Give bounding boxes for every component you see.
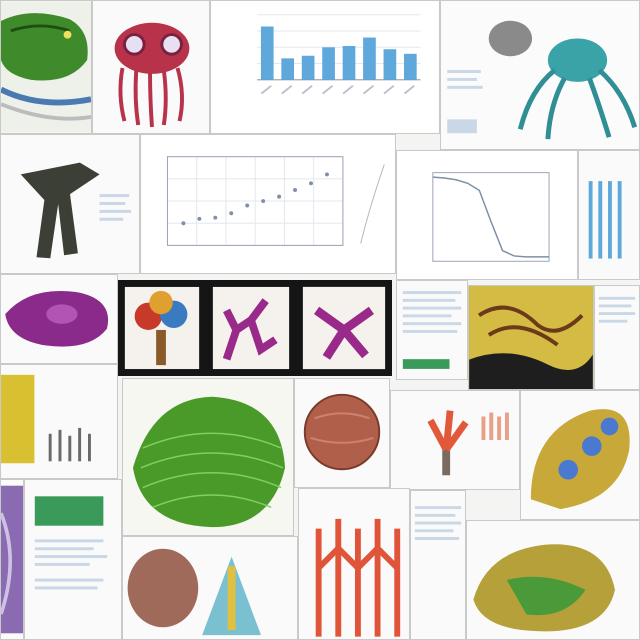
red-octopus-image: [93, 1, 209, 133]
scatter-point: [197, 216, 202, 221]
purple-coral-panel-1: [206, 280, 296, 376]
blue-columns-diagram: [579, 152, 639, 278]
yellow-map-diagram: [1, 365, 117, 478]
bar: [342, 45, 356, 80]
purple-coral-image-2: [302, 286, 386, 370]
line-chart: [397, 151, 577, 279]
scatter-point: [261, 199, 266, 204]
text-lines-image: [411, 492, 465, 638]
tick-label-mark: [342, 84, 354, 95]
bar: [260, 26, 274, 80]
scatter-chart-panel: [140, 134, 396, 274]
two-specimens-image: [123, 537, 297, 639]
scatter-point: [293, 187, 298, 192]
green-creature-image: [1, 1, 91, 133]
teal-crab-diagram: [441, 1, 639, 149]
octopus-illustration: [92, 0, 210, 134]
side-notes-image: [595, 287, 639, 388]
bar: [281, 58, 295, 80]
tick-label-mark: [301, 84, 313, 95]
brown-branches-image: [469, 286, 593, 389]
purple-coral-image: [212, 286, 290, 370]
orange-coral-panel: [298, 488, 410, 640]
text-panel: [410, 490, 466, 640]
purple-blob-panel: [0, 274, 118, 364]
tick-label-mark: [260, 84, 272, 95]
green-mesh-panel: [122, 378, 294, 536]
bar: [363, 37, 376, 80]
yellow-blue-specimen-panel: [520, 390, 640, 520]
yellow-specimen-panel: [468, 285, 594, 390]
line-chart-panel: [396, 150, 578, 280]
bar: [383, 49, 397, 80]
red-coral-bars-panel: [390, 390, 520, 490]
brown-sphere-image: [295, 379, 389, 487]
bar: [403, 53, 417, 80]
tick-label-mark: [383, 84, 395, 95]
notes-panel: [24, 479, 122, 640]
coral-tree-image: [124, 286, 200, 370]
bar: [322, 47, 335, 80]
plot-frame: [432, 172, 550, 262]
green-dragon-illustration: [0, 0, 92, 134]
purple-organism-image: [1, 275, 117, 363]
scatter-point: [213, 215, 218, 220]
yellow-blue-specimen-image: [521, 391, 639, 519]
scatter-point: [277, 194, 282, 199]
crab-diagram-panel: [440, 0, 640, 150]
plot-frame: [166, 156, 344, 246]
orange-coral-image: [299, 489, 409, 639]
tick-label-mark: [322, 84, 334, 95]
sphere-panel: [294, 378, 390, 488]
dark-hands-figure: [1, 135, 139, 273]
two-specimens-panel: [122, 536, 298, 640]
bar-chart: [211, 1, 439, 133]
yellow-diagram-panel: [0, 364, 118, 479]
tick-label-mark: [403, 84, 415, 95]
series-line: [432, 176, 550, 258]
coral-tree-panel: [118, 280, 206, 376]
dark-figure-panel: [0, 134, 140, 274]
chart-background: [141, 135, 395, 273]
data-table-image: [397, 281, 467, 379]
scatter-point: [245, 203, 250, 208]
green-mesh-image: [123, 379, 293, 535]
side-curve: [360, 164, 385, 244]
scatter-point: [181, 221, 186, 226]
purple-stripe-image: [1, 485, 23, 634]
scatter-point: [229, 211, 234, 216]
tick-label-mark: [362, 84, 375, 95]
scatter-chart: [141, 135, 395, 273]
purple-stripe-panel: [0, 479, 24, 640]
purple-coral-panel-2: [296, 280, 392, 376]
mossy-specimen-image: [467, 521, 639, 639]
column-diagram-panel: [578, 150, 640, 280]
bar: [301, 55, 315, 80]
red-coral-bars-image: [391, 391, 519, 489]
bar-chart-panel: [210, 0, 440, 134]
mossy-specimen-panel: [466, 520, 640, 640]
chart-background: [397, 151, 577, 279]
tick-label-mark: [281, 84, 293, 95]
scatter-point: [324, 172, 329, 177]
data-table-panel: [396, 280, 468, 380]
side-notes-panel: [594, 285, 640, 390]
scatter-point: [309, 181, 313, 186]
notes-image: [25, 480, 121, 639]
